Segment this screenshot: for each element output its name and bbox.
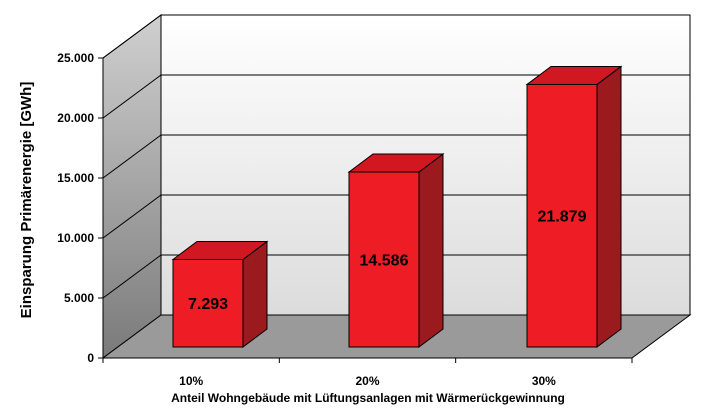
bar-10%: 7.293 [171,240,269,348]
y-tick-label: 15.000 [57,171,94,185]
x-axis-ticks: 10% 20% 30% [102,357,633,388]
bar-front-face [526,83,598,348]
bar-value-label: 7.293 [188,296,228,313]
y-tick-label: 0 [87,351,94,365]
gridline-side [102,194,162,239]
x-tick-label: 10% [179,374,203,388]
bar-value-label: 21.879 [538,209,587,226]
bar-front-face [172,258,244,348]
bar-side-face [596,65,622,348]
side-wall [102,14,162,359]
y-axis-title: Einsparung Primärenergie [GWh] [18,82,35,319]
y-tick-label: 20.000 [57,111,94,125]
gridline-side [102,134,162,179]
bars: 7.293 14.586 21.879 [171,65,623,348]
bar-30%: 21.879 [525,65,623,348]
bar-20%: 14.586 [347,152,445,348]
gridline-side [102,14,162,59]
bar-front-face [348,171,420,348]
bar-side-face [418,152,444,348]
gridline-side [102,74,162,119]
y-tick-label: 5.000 [64,291,94,305]
y-tick-label: 10.000 [57,231,94,245]
y-axis-ticks: 0 5.000 10.000 15.000 20.000 25.000 [57,51,104,365]
x-tick-label: 20% [355,374,379,388]
x-axis-title: Anteil Wohngebäude mit Lüftungsanlagen m… [171,391,565,405]
gridline-side [102,254,162,299]
y-tick-label: 25.000 [57,51,94,65]
x-tick-label: 30% [532,374,556,388]
bar-value-label: 14.586 [360,252,409,269]
